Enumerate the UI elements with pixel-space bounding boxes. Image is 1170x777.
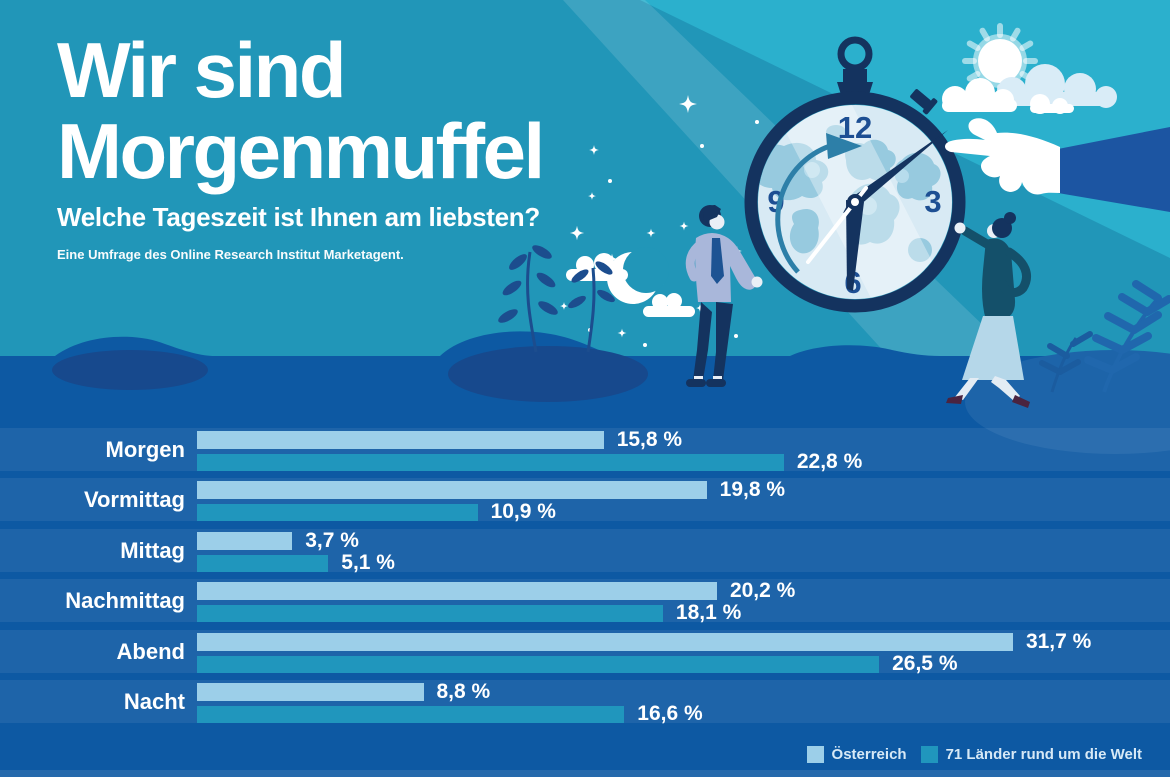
- value-label: 10,9 %: [490, 500, 556, 524]
- category-label: Nachmittag: [65, 588, 185, 614]
- chart-row: Mittag 3,7 % 5,1 %: [0, 528, 1170, 574]
- value-label: 20,2 %: [729, 579, 796, 603]
- category-label: Vormittag: [83, 487, 185, 513]
- bar-world: [197, 655, 880, 673]
- bar-austria: [197, 632, 1013, 651]
- value-label: 26,5 %: [892, 651, 958, 675]
- bar-world: [197, 504, 478, 522]
- category-label: Nacht: [123, 689, 185, 714]
- legend-label-world: 71 Länder rund um die Welt: [945, 746, 1142, 763]
- bar-austria: [197, 481, 707, 500]
- legend-swatch-austria: [806, 746, 824, 763]
- value-label: 19,8 %: [719, 478, 786, 502]
- stars: [559, 95, 932, 347]
- chart-legend: Österreich 71 Länder rund um die Welt: [806, 746, 1142, 763]
- value-label: 15,8 %: [616, 428, 683, 451]
- bar-world: [197, 706, 625, 723]
- bar-austria: [197, 683, 424, 701]
- clock-number-12: 12: [838, 110, 872, 145]
- chart-row: Abend 31,7 % 26,5 %: [0, 629, 1170, 675]
- clock-number-3: 3: [924, 184, 941, 219]
- source-note: Eine Umfrage des Online Research Institu…: [57, 247, 404, 263]
- chart-row: Vormittag 19,8 % 10,9 %: [0, 478, 1170, 524]
- chart-row: Nacht 8,8 % 16,6 %: [0, 680, 1170, 725]
- value-label: 16,6 %: [637, 702, 703, 725]
- bar-austria: [197, 531, 293, 550]
- moon-icon: [607, 247, 669, 304]
- woman-figure: [946, 212, 1031, 408]
- page-title: Wir sind Morgenmuffel: [57, 26, 545, 196]
- value-label: 8,8 %: [436, 680, 491, 703]
- stopwatch-icon: 12 3 6 9: [744, 36, 966, 313]
- category-label: Morgen: [105, 437, 185, 462]
- value-label: 31,7 %: [1025, 629, 1092, 653]
- chart-row: Morgen 15,8 % 22,8 %: [0, 428, 1170, 473]
- bar-world: [197, 554, 329, 572]
- bar-austria: [197, 431, 604, 449]
- bottom-strip: [0, 770, 1170, 777]
- clock-hands: [806, 130, 948, 291]
- title-line-2: Morgenmuffel: [57, 107, 545, 196]
- legend-label-austria: Österreich: [831, 746, 907, 763]
- value-label: 3,7 %: [305, 528, 359, 552]
- title-line-1: Wir sind: [57, 26, 346, 114]
- fern-plant-icon: [1039, 280, 1170, 393]
- man-figure: [685, 204, 763, 387]
- bush-mound: [52, 350, 208, 390]
- header: Wir sind Morgenmuffel Welche Tageszeit i…: [57, 26, 545, 263]
- cloud-icon: [942, 64, 1117, 114]
- bar-chart: Morgen 15,8 % 22,8 % Vormittag 19,8 % 10,9 % M…: [0, 428, 1170, 728]
- bar-world: [197, 605, 663, 623]
- bush-mound: [448, 346, 648, 402]
- category-label: Mittag: [120, 537, 185, 563]
- pointing-hand-icon: [945, 118, 1170, 212]
- chart-row: Nachmittag 20,2 % 18,1 %: [0, 579, 1170, 625]
- page-subtitle: Welche Tageszeit ist Ihnen am liebsten?: [57, 202, 540, 233]
- clock-ring: [744, 91, 966, 313]
- legend-swatch-world: [920, 746, 938, 763]
- value-label: 18,1 %: [675, 601, 742, 625]
- legend-item-austria: Österreich: [806, 746, 907, 763]
- bar-austria: [197, 582, 717, 601]
- bar-world: [197, 454, 784, 471]
- value-label: 5,1 %: [341, 550, 395, 574]
- timezone-arrow-icon: [775, 133, 862, 274]
- plant-sprigs-icon: [498, 245, 615, 353]
- value-label: 22,8 %: [796, 450, 863, 473]
- category-label: Abend: [116, 638, 185, 664]
- legend-item-world: 71 Länder rund um die Welt: [920, 746, 1142, 763]
